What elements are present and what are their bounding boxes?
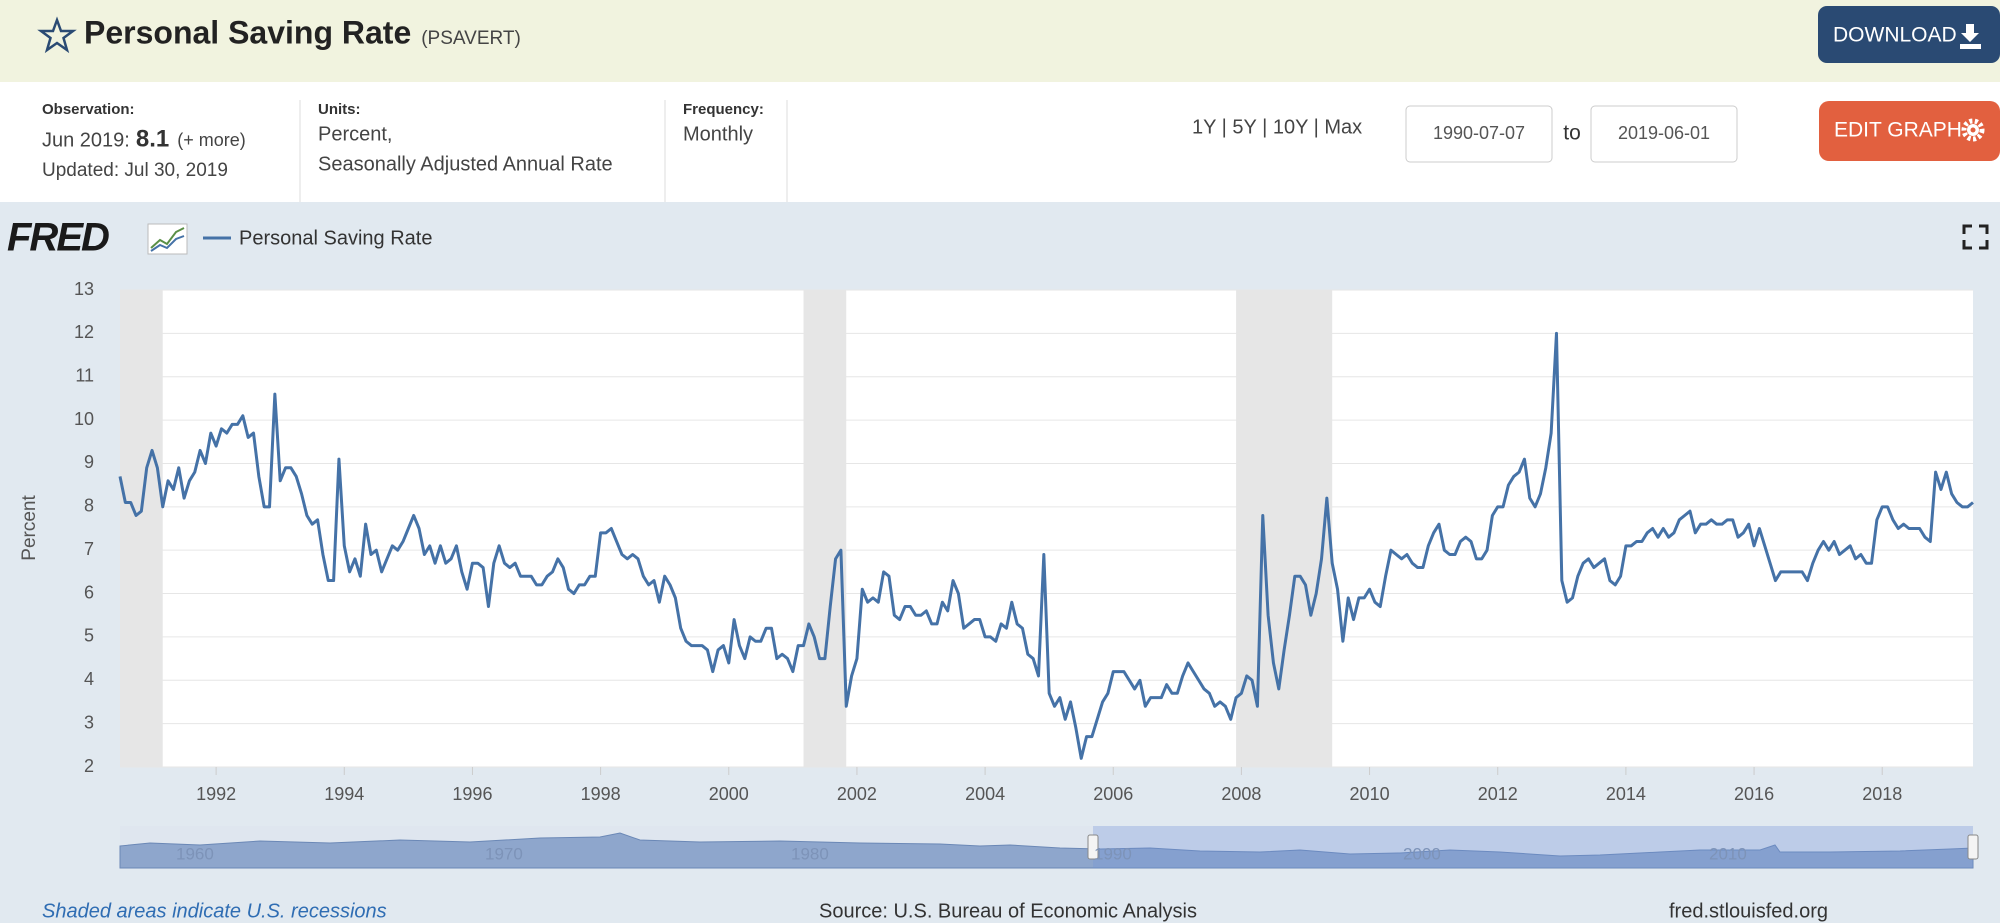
- navigator-handle[interactable]: [1087, 834, 1099, 860]
- observation-date: Jun 2019:: [42, 129, 130, 151]
- x-tick-label: 2016: [1734, 784, 1774, 804]
- x-tick-label: 2010: [1350, 784, 1390, 804]
- x-tick-label: 2008: [1221, 784, 1261, 804]
- x-tick-label: 2004: [965, 784, 1005, 804]
- y-tick-label: 3: [84, 712, 94, 732]
- y-tick-label: 10: [74, 409, 94, 429]
- to-label: to: [1563, 122, 1581, 145]
- legend-label: Personal Saving Rate: [239, 227, 432, 249]
- start-date: 1990-07-07: [1433, 123, 1525, 143]
- more-link[interactable]: (+ more): [177, 130, 246, 150]
- logo-icon-line: [150, 227, 185, 249]
- navigator-label: 1990: [1094, 844, 1132, 863]
- x-tick-label: 1996: [452, 784, 492, 804]
- gear-icon: [1961, 118, 1985, 142]
- units-line: Seasonally Adjusted Annual Rate: [318, 153, 613, 175]
- fullscreen-glyph: [1962, 224, 1989, 250]
- fred-logo: FRED: [7, 216, 109, 260]
- edit-graph-button[interactable]: EDIT GRAPH: [1819, 101, 2000, 161]
- x-tick-label: 2018: [1862, 784, 1902, 804]
- recession-note[interactable]: Shaded areas indicate U.S. recessions: [42, 900, 387, 922]
- download-icon: [1960, 24, 1981, 49]
- download-bg: [1818, 6, 2000, 63]
- series-line: [118, 331, 1974, 760]
- edit-graph-bg: [1819, 101, 2000, 161]
- x-tick-label: 2002: [837, 784, 877, 804]
- x-tick-label: 2014: [1606, 784, 1646, 804]
- recession-shade: [1236, 290, 1333, 767]
- gear-icon: [1970, 127, 1976, 133]
- navigator-label: 2010: [1709, 844, 1747, 863]
- navigator-label: 1980: [791, 844, 829, 863]
- site-url: fred.stlouisfed.org: [1669, 900, 1828, 922]
- logo-icon: [147, 223, 188, 255]
- navigator-label: 2000: [1403, 844, 1441, 863]
- navigator-series: [119, 832, 1974, 869]
- series-title: Personal Saving Rate: [84, 14, 411, 50]
- x-tick-label: 1998: [581, 784, 621, 804]
- y-axis-title: Percent: [19, 495, 40, 561]
- y-tick-label: 2: [84, 756, 94, 776]
- range-buttons[interactable]: 1Y | 5Y | 10Y | Max: [1192, 116, 1362, 138]
- observation-value: 8.1: [136, 125, 169, 152]
- x-tick-label: 2006: [1093, 784, 1133, 804]
- end-date-input[interactable]: [1590, 105, 1738, 163]
- y-tick-label: 9: [84, 452, 94, 472]
- edit-graph-label: EDIT GRAPH: [1834, 119, 1962, 142]
- y-tick-label: 11: [75, 365, 94, 385]
- source: Source: U.S. Bureau of Economic Analysis: [819, 900, 1197, 922]
- navigator-labels: 1960 1970 1980 1990 2000 2010: [176, 844, 1747, 863]
- favorite-star[interactable]: [37, 16, 77, 54]
- y-tick-label: 5: [84, 626, 94, 646]
- start-date-input[interactable]: [1405, 105, 1553, 163]
- observation-label: Observation:: [42, 101, 135, 118]
- series-id: (PSAVERT): [421, 28, 521, 49]
- units-label: Units:: [318, 101, 361, 118]
- navigator-label: 1960: [176, 844, 214, 863]
- navigator-handle[interactable]: [1967, 834, 1979, 860]
- units-line: Percent,: [318, 123, 392, 145]
- download-button[interactable]: DOWNLOAD: [1818, 6, 2000, 63]
- y-tick-label: 8: [84, 496, 94, 516]
- navigator-label: 1970: [485, 844, 523, 863]
- fullscreen-icon[interactable]: [1962, 224, 1989, 250]
- x-tick-label: 1994: [324, 784, 364, 804]
- x-tick-label: 2012: [1478, 784, 1518, 804]
- download-label: DOWNLOAD: [1833, 24, 1957, 47]
- frequency-label: Frequency:: [683, 101, 764, 118]
- y-tick-label: 13: [74, 279, 94, 299]
- plot: 2 3 4 5 6 7 8 9 10 11 12 13 Percent 1992 1994 1996 1998 2…: [19, 279, 1974, 804]
- recession-shade: [803, 290, 847, 767]
- frequency-value: Monthly: [683, 123, 753, 145]
- x-tick-label: 2000: [709, 784, 749, 804]
- x-tick-label: 1992: [196, 784, 236, 804]
- updated-date: Updated: Jul 30, 2019: [42, 160, 228, 181]
- y-tick-label: 12: [74, 322, 94, 342]
- recession-shade: [120, 290, 163, 767]
- y-tick-label: 6: [84, 582, 94, 602]
- navigator-selection: [1093, 826, 1973, 868]
- end-date: 2019-06-01: [1618, 123, 1710, 143]
- y-tick-label: 7: [84, 539, 94, 559]
- y-tick-label: 4: [84, 669, 94, 689]
- logo-icon-line: [150, 235, 185, 252]
- navigator[interactable]: 1960 1970 1980 1990 2000 2010: [119, 826, 1979, 869]
- header-bg: [0, 0, 2000, 82]
